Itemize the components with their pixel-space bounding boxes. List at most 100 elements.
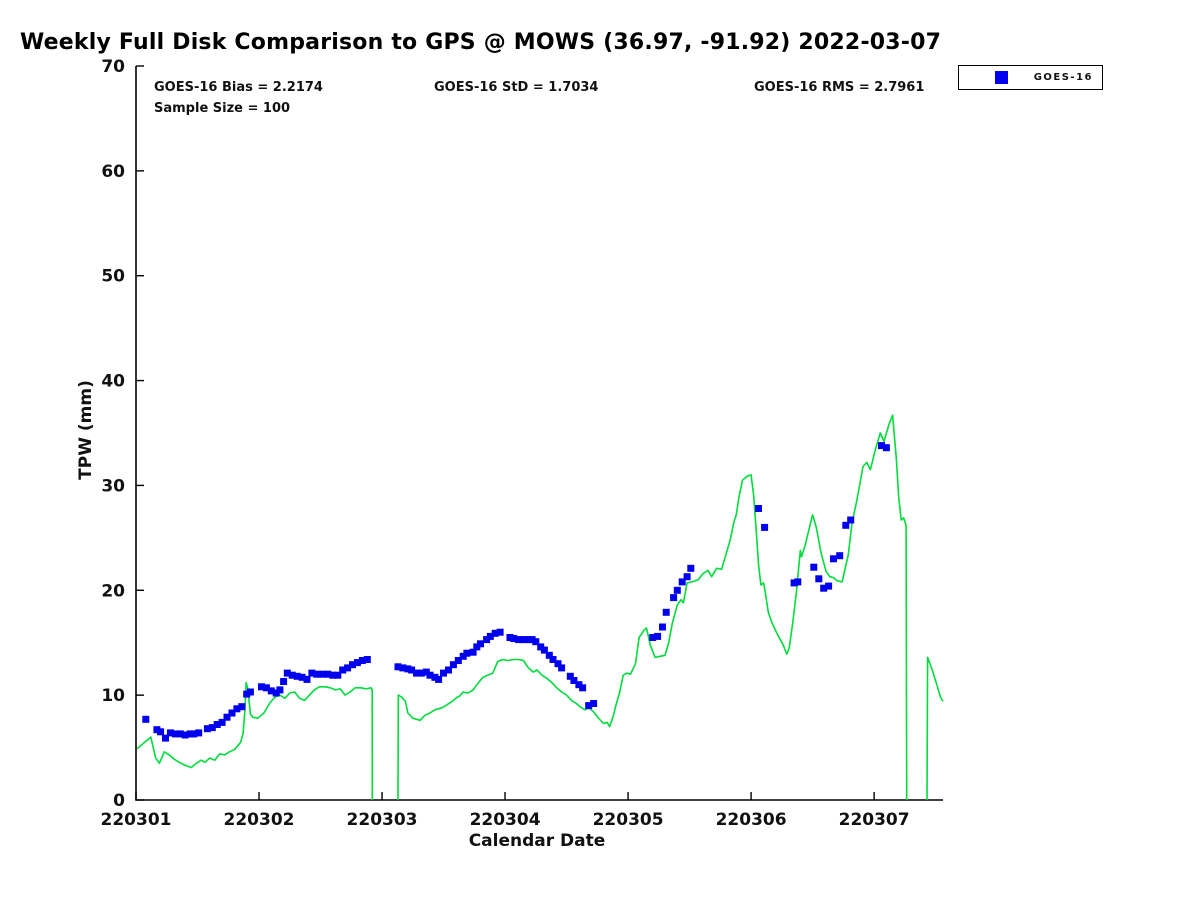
y-tick-label: 30 <box>101 476 125 496</box>
goes16-marker <box>176 730 184 738</box>
goes16-marker <box>654 632 662 640</box>
x-axis-label: Calendar Date <box>468 831 606 851</box>
legend-goes16-label: GOES-16 <box>1033 72 1093 83</box>
goes16-marker <box>435 675 443 683</box>
goes16-marker <box>276 686 284 694</box>
goes16-marker <box>153 726 161 734</box>
goes16-marker <box>313 670 321 678</box>
goes16-marker <box>417 669 425 677</box>
goes16-marker <box>506 634 514 641</box>
axis-lines <box>135 66 943 801</box>
goes16-marker <box>413 669 420 677</box>
goes16-marker <box>353 659 361 667</box>
goes16-marker <box>496 628 504 636</box>
y-tick-label: 10 <box>101 686 125 706</box>
goes16-marker <box>329 671 337 679</box>
goes16-marker <box>755 505 762 512</box>
goes16-marker <box>324 670 332 678</box>
goes16-marker <box>363 656 371 663</box>
goes16-marker <box>162 734 169 742</box>
x-tick-label: 220305 <box>593 810 664 830</box>
goes16-marker <box>203 725 211 733</box>
goes16-marker <box>171 730 179 738</box>
goes16-marker <box>267 687 275 695</box>
legend: GOES-16 <box>958 65 1103 90</box>
goes16-marker <box>878 442 885 450</box>
stat-std: GOES-16 StD = 1.7034 <box>434 80 599 95</box>
goes16-marker <box>483 636 491 644</box>
goes16-marker <box>554 660 562 668</box>
goes16-marker <box>208 724 216 732</box>
goes16-marker <box>528 636 536 644</box>
goes16-marker <box>520 636 527 644</box>
goes16-marker <box>334 671 342 679</box>
goes16-marker <box>404 665 412 673</box>
goes16-marker <box>394 663 402 671</box>
goes16-marker <box>238 703 246 711</box>
goes16-marker <box>540 646 548 654</box>
goes16-marker <box>190 730 198 738</box>
goes16-marker <box>579 684 587 692</box>
goes16-marker <box>491 629 499 637</box>
y-tick-label: 50 <box>101 267 125 287</box>
goes16-marker <box>262 684 270 692</box>
x-tick-label: 220302 <box>224 810 295 830</box>
goes16-marker <box>283 669 291 677</box>
y-tick-label: 40 <box>101 372 125 392</box>
gps-line <box>397 414 908 801</box>
goes16-marker <box>515 636 523 644</box>
goes16-marker <box>454 657 462 664</box>
goes16-marker <box>449 661 457 669</box>
gps-line <box>926 656 944 801</box>
goes16-marker <box>842 521 850 529</box>
goes16-marker <box>575 681 583 689</box>
goes16-marker <box>836 552 844 560</box>
goes16-marker <box>459 652 467 660</box>
chart-title: Weekly Full Disk Comparison to GPS @ MOW… <box>20 30 942 55</box>
x-tick-label: 220301 <box>101 810 172 830</box>
y-tick-label: 70 <box>101 57 125 77</box>
goes16-marker <box>558 664 566 672</box>
goes16-marker <box>308 669 316 677</box>
goes16-marker <box>683 573 691 581</box>
goes16-marker <box>790 579 798 587</box>
goes16-marker <box>243 690 251 698</box>
goes16-marker <box>280 678 288 685</box>
goes16-marker <box>157 728 165 736</box>
goes16-marker <box>815 575 823 583</box>
goes16-marker <box>358 657 366 664</box>
goes16-marker <box>649 634 657 641</box>
goes16-marker <box>339 666 347 674</box>
y-axis-label: TPW (mm) <box>76 380 96 480</box>
goes16-marker <box>431 673 439 681</box>
stat-bias: GOES-16 Bias = 2.2174 <box>154 80 323 95</box>
y-tick-label: 60 <box>101 162 125 182</box>
y-tick-label: 0 <box>113 791 125 811</box>
goes16-marker <box>794 578 802 586</box>
goes16-marker <box>549 656 557 663</box>
goes16-marker <box>142 715 150 723</box>
goes16-marker <box>570 677 578 684</box>
goes16-marker <box>293 672 301 680</box>
stat-rms: GOES-16 RMS = 2.7961 <box>754 80 925 95</box>
goes16-marker <box>473 643 481 651</box>
goes16-marker <box>426 671 434 679</box>
x-tick-label: 220306 <box>716 810 787 830</box>
goes16-marker <box>590 700 598 707</box>
goes16-marker <box>486 632 494 640</box>
goes16-marker <box>186 730 194 738</box>
goes16-marker <box>440 669 447 677</box>
goes16-marker <box>830 555 837 563</box>
goes16-marker <box>288 671 296 679</box>
goes16-marker <box>510 635 518 642</box>
goes16-marker <box>585 702 593 710</box>
goes16-marker <box>233 705 241 713</box>
goes16-marker <box>218 718 226 726</box>
goes16-marker <box>673 586 681 594</box>
goes16-marker <box>344 664 352 672</box>
goes16-marker <box>258 683 265 691</box>
goes16-marker <box>463 649 471 657</box>
y-tick-label: 20 <box>101 581 125 601</box>
goes16-marker <box>687 564 695 572</box>
